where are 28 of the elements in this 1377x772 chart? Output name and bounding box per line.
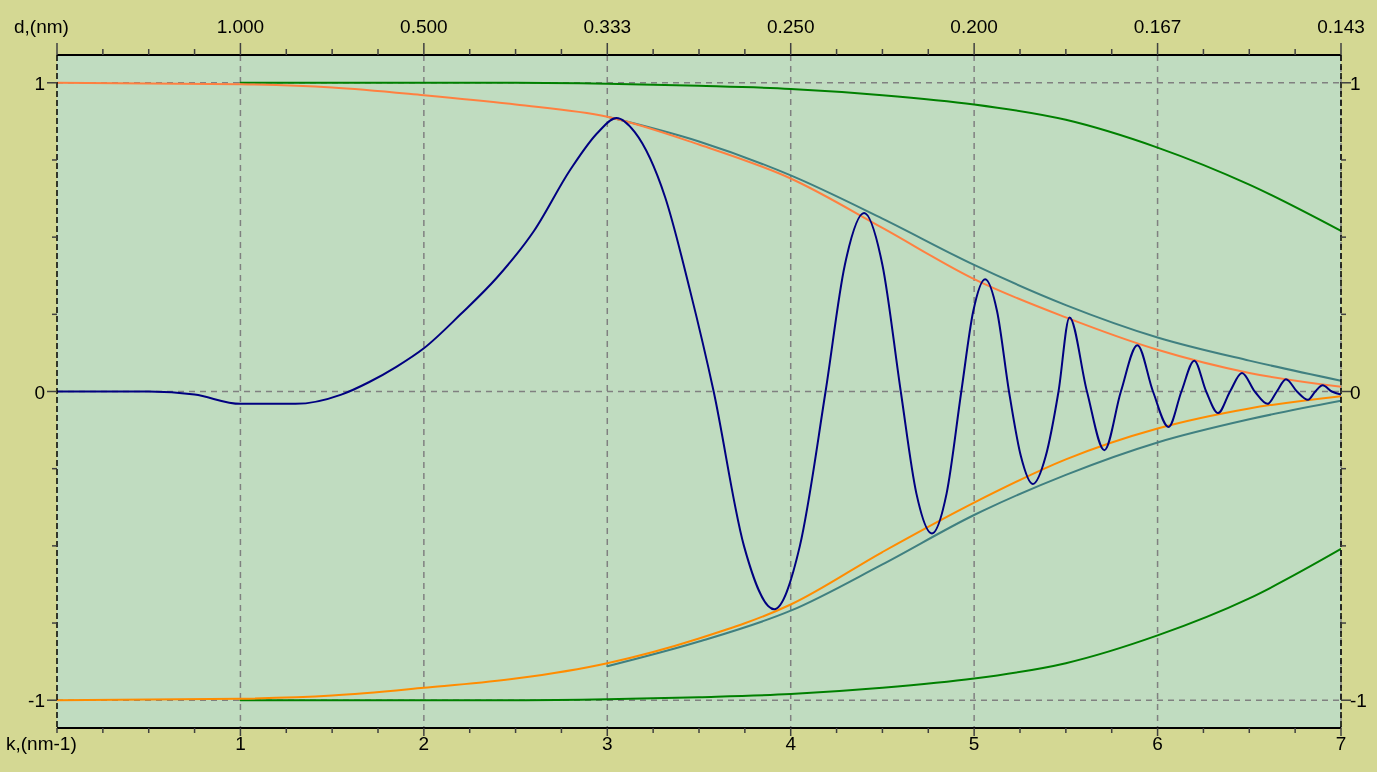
y2-tick-label: 1 xyxy=(1350,72,1361,94)
y-tick-label: -1 xyxy=(28,690,45,712)
y-tick-label: 0 xyxy=(34,381,45,403)
x-tick-label: 7 xyxy=(1335,733,1347,754)
y2-tick-label: -1 xyxy=(1350,690,1367,712)
text: 1.000 xyxy=(216,16,265,37)
x-tick-label: 2 xyxy=(418,733,430,754)
text: 0.167 xyxy=(1133,16,1182,37)
line-series xyxy=(239,547,1341,702)
line-series xyxy=(239,81,1341,232)
line-series xyxy=(57,81,1341,388)
line-series xyxy=(57,116,1341,611)
text: 0.200 xyxy=(950,16,998,37)
line-series xyxy=(606,399,1341,668)
x-tick-label: 5 xyxy=(968,733,980,754)
x-axis-title: k,(nm-1) xyxy=(6,733,77,754)
x2-axis-title: d,(nm) xyxy=(14,16,69,37)
text: 0.143 xyxy=(1317,16,1365,37)
x-tick-label: 3 xyxy=(602,733,613,754)
text: 0.333 xyxy=(583,16,632,37)
y2-tick-label: 0 xyxy=(1350,381,1361,403)
line-series xyxy=(57,395,1341,702)
text: 0.500 xyxy=(400,16,448,37)
y-tick-label: 1 xyxy=(34,72,45,94)
x-tick-label: 6 xyxy=(1152,733,1163,754)
x-tick-label: 1 xyxy=(235,733,246,754)
text: 0.250 xyxy=(766,16,815,37)
x-tick-label: 4 xyxy=(785,733,797,754)
